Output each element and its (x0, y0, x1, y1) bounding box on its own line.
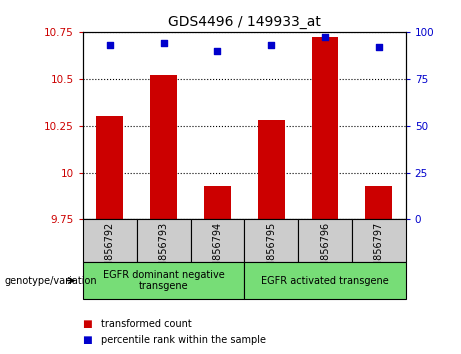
Text: ■: ■ (83, 335, 96, 345)
Text: GSM856792: GSM856792 (105, 222, 115, 281)
Text: GSM856796: GSM856796 (320, 222, 330, 281)
Text: percentile rank within the sample: percentile rank within the sample (101, 335, 266, 345)
Bar (83, 219, 137, 262)
Bar (365, 186, 392, 219)
Text: EGFR dominant negative
transgene: EGFR dominant negative transgene (103, 270, 225, 291)
Bar (244, 262, 406, 299)
Text: GSM856794: GSM856794 (213, 222, 223, 281)
Point (106, 42, 113, 48)
Point (160, 40, 167, 46)
Bar (352, 219, 406, 262)
Text: genotype/variation: genotype/variation (5, 275, 97, 286)
Point (321, 35, 329, 40)
Bar (298, 219, 352, 262)
Bar (190, 219, 244, 262)
Bar (258, 120, 284, 219)
Bar (96, 116, 123, 219)
Bar (204, 186, 231, 219)
Bar (83, 262, 244, 299)
Point (214, 48, 221, 53)
Text: GSM856793: GSM856793 (159, 222, 169, 281)
Point (267, 42, 275, 48)
Text: EGFR activated transgene: EGFR activated transgene (261, 275, 389, 286)
Bar (312, 38, 338, 219)
Point (375, 44, 383, 50)
Bar (150, 75, 177, 219)
Text: ■: ■ (83, 319, 96, 329)
Bar (137, 219, 190, 262)
Title: GDS4496 / 149933_at: GDS4496 / 149933_at (168, 16, 321, 29)
Text: GSM856797: GSM856797 (374, 222, 384, 281)
Text: transformed count: transformed count (101, 319, 192, 329)
Text: GSM856795: GSM856795 (266, 222, 276, 281)
Bar (244, 219, 298, 262)
